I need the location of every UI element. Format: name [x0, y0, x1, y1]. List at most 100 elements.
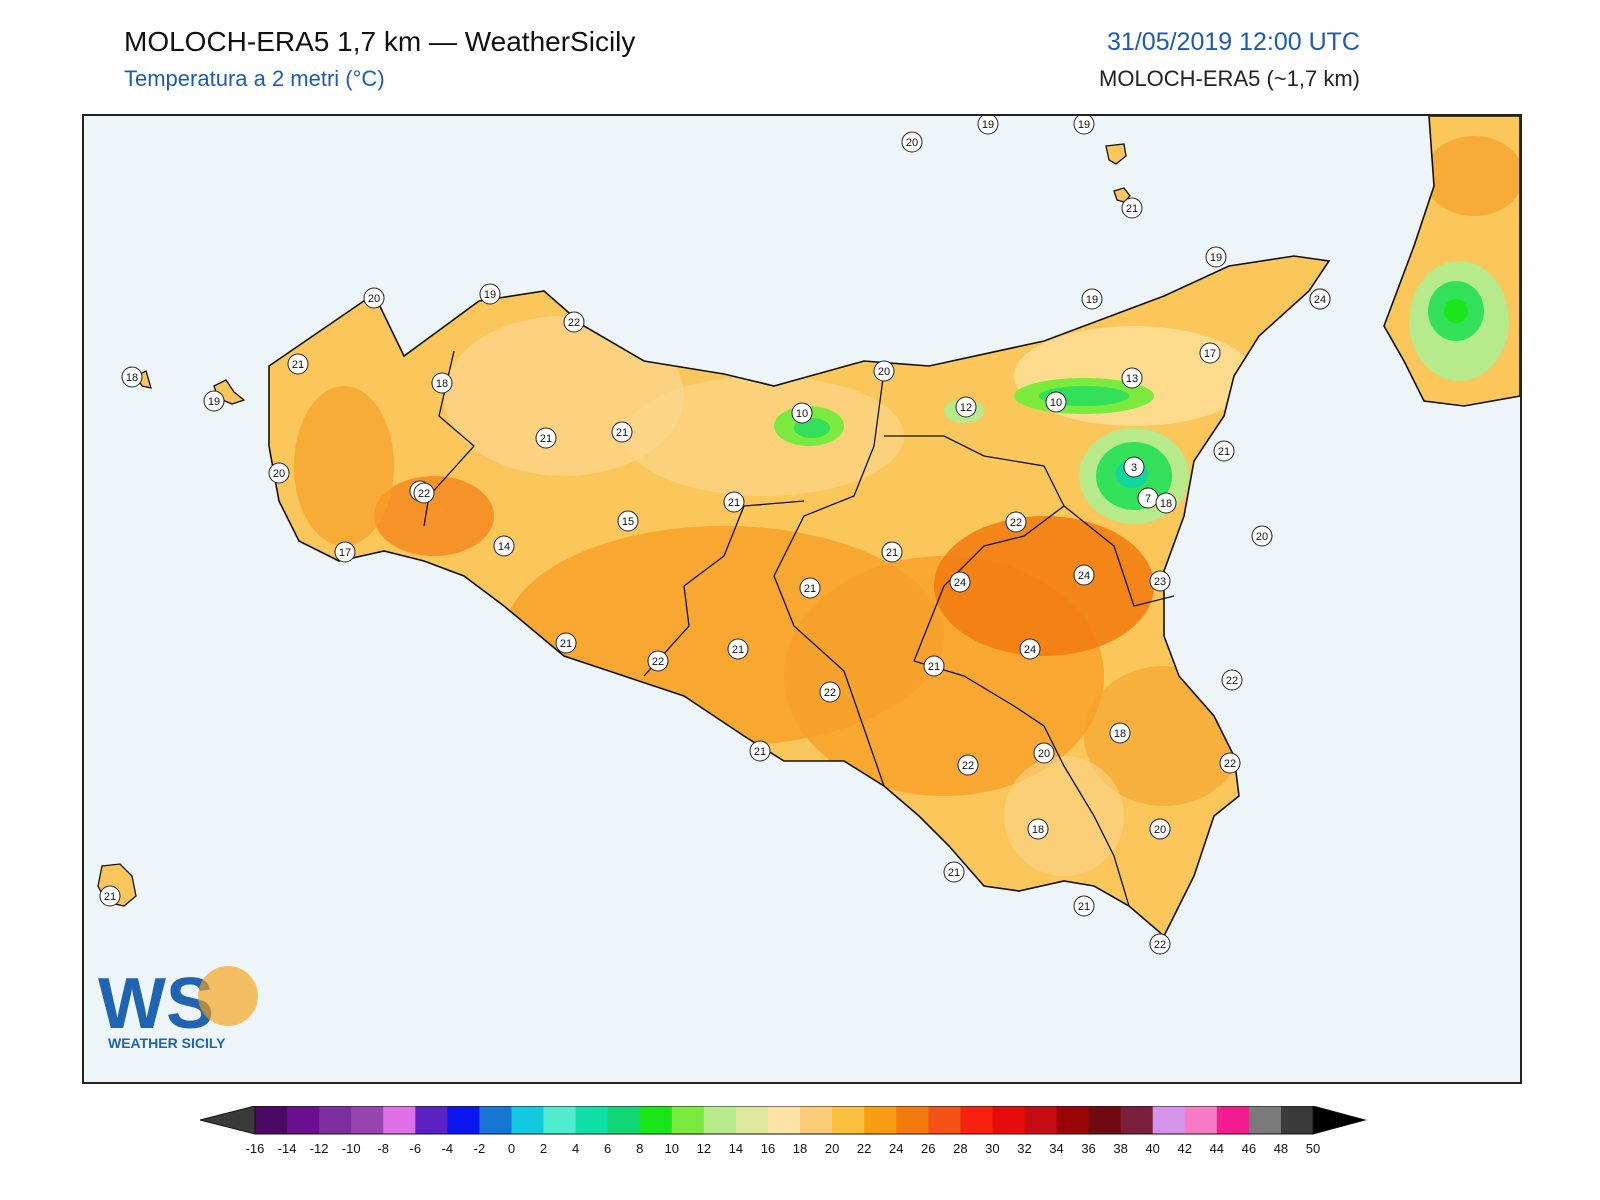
- station-marker: [617, 510, 639, 532]
- colorbar-tick-label: 30: [985, 1141, 999, 1156]
- station-label: 12: [955, 396, 977, 418]
- station-label: 17: [1199, 342, 1221, 364]
- island-salina: [1105, 143, 1127, 165]
- station-value: 20: [1038, 748, 1050, 760]
- station-label: 19: [203, 390, 225, 412]
- colorbar-swatch: [735, 1106, 769, 1134]
- colorbar-tick-label: 26: [921, 1141, 935, 1156]
- station-marker: [1309, 288, 1331, 310]
- station-label: 19: [479, 283, 501, 305]
- colorbar-swatch: [1152, 1106, 1186, 1134]
- station-label: 21: [943, 861, 965, 883]
- station-label: 21: [799, 577, 821, 599]
- station-label: 20: [1033, 742, 1055, 764]
- colorbar-swatch: [832, 1106, 865, 1134]
- station-value: 24: [1078, 570, 1090, 582]
- colorbar-swatch: [864, 1106, 897, 1134]
- station-label: 15: [617, 510, 639, 532]
- station-label: 24: [949, 571, 971, 593]
- station-label: 20: [1251, 525, 1273, 547]
- station-value: 21: [928, 661, 940, 673]
- station-label: 18: [121, 366, 143, 388]
- station-marker: [1251, 525, 1273, 547]
- station-value: 13: [1126, 373, 1138, 385]
- sicily-temperature-field: [269, 256, 1329, 936]
- station-value: 21: [804, 583, 816, 595]
- colorbar-swatch: [1088, 1106, 1122, 1134]
- station-marker: [799, 577, 821, 599]
- station-marker: [727, 638, 749, 660]
- colorbar-swatch: [575, 1106, 609, 1134]
- station-marker: [957, 754, 979, 776]
- station-label: 22: [413, 482, 435, 504]
- station-label: 21: [555, 632, 577, 654]
- temperature-map: 20 19 19 21 19 20 19 22 21 18 18 19 21 22 20 21 20 19 17 10…: [97, 116, 1520, 1051]
- station-value: 21: [292, 359, 304, 371]
- station-label: 10: [1045, 391, 1067, 413]
- station-marker: [334, 541, 356, 563]
- colorbar-tick-label: 16: [761, 1141, 775, 1156]
- station-marker: [611, 421, 633, 443]
- station-value: 21: [754, 746, 766, 758]
- colorbar-tick-label: 22: [857, 1141, 871, 1156]
- station-value: 18: [1032, 824, 1044, 836]
- station-labels: 20 19 19 21 19 20 19 22 21 18 18 19 21 22 20 21 20 19 17 10…: [99, 116, 1331, 955]
- colorbar-tick-label: 40: [1145, 1141, 1159, 1156]
- station-marker: [647, 650, 669, 672]
- colorbar-swatch: [287, 1106, 320, 1134]
- station-marker: [1073, 895, 1095, 917]
- station-marker: [1045, 391, 1067, 413]
- station-value: 22: [824, 687, 836, 699]
- colorbar-swatch: [767, 1106, 801, 1134]
- station-value: 22: [962, 760, 974, 772]
- station-label: 21: [535, 427, 557, 449]
- colorbar-swatch: [319, 1106, 352, 1134]
- station-label: 19: [1073, 116, 1095, 135]
- station-marker: [1033, 742, 1055, 764]
- station-value: 21: [732, 644, 744, 656]
- station-label: 22: [1221, 669, 1243, 691]
- colorbar-swatch: [511, 1106, 545, 1134]
- calabria-coastline: [1383, 116, 1520, 407]
- station-marker: [268, 462, 290, 484]
- station-value: 20: [368, 293, 380, 305]
- colorbar-tick-label: 8: [636, 1141, 643, 1156]
- station-value: 22: [1226, 675, 1238, 687]
- colorbar-outline: [254, 1106, 1314, 1135]
- colorbar-min-arrow: [200, 1106, 256, 1135]
- station-marker: [749, 740, 771, 762]
- station-label: 24: [1073, 564, 1095, 586]
- station-marker: [1123, 456, 1145, 478]
- station-marker: [413, 482, 435, 504]
- colorbar-swatch: [351, 1106, 384, 1134]
- logo-letters: WS: [98, 964, 214, 1044]
- station-label: 22: [1005, 511, 1027, 533]
- station-label: 22: [1149, 933, 1171, 955]
- colorbar-tick-label: -12: [310, 1141, 329, 1156]
- colorbar-swatch: [703, 1106, 737, 1134]
- colorbar-swatch: [1248, 1106, 1282, 1134]
- station-label: 21: [723, 491, 745, 513]
- station-marker: [1221, 669, 1243, 691]
- station-value: 7: [1145, 493, 1151, 505]
- station-marker: [1109, 722, 1131, 744]
- station-marker: [1219, 752, 1241, 774]
- station-value: 18: [1114, 728, 1126, 740]
- station-label: 19: [1081, 288, 1103, 310]
- station-label: 20: [363, 287, 385, 309]
- weather-sicily-logo: WS WEATHER SICILY: [98, 964, 258, 1051]
- station-marker: [493, 535, 515, 557]
- colorbar-swatch: [1024, 1106, 1058, 1134]
- station-value: 21: [948, 867, 960, 879]
- station-label: 13: [1121, 367, 1143, 389]
- colorbar-swatch: [671, 1106, 705, 1134]
- colorbar-tick-label: 42: [1178, 1141, 1192, 1156]
- colorbar-ticks: -16 -14 -12 -10 -8 -6 -4 -2 0 2 4 6 8 10 12 14 16 18 20 22 2…: [246, 1141, 1321, 1156]
- station-value: 24: [1024, 644, 1036, 656]
- station-value: 18: [436, 378, 448, 390]
- colorbar-tick-label: 6: [604, 1141, 611, 1156]
- station-value: 15: [622, 516, 634, 528]
- station-label: 21: [923, 655, 945, 677]
- map-panel[interactable]: 20 19 19 21 19 20 19 22 21 18 18 19 21 22 20 21 20 19 17 10…: [82, 114, 1522, 1084]
- map-title: MOLOCH-ERA5 1,7 km — WeatherSicily: [124, 26, 636, 57]
